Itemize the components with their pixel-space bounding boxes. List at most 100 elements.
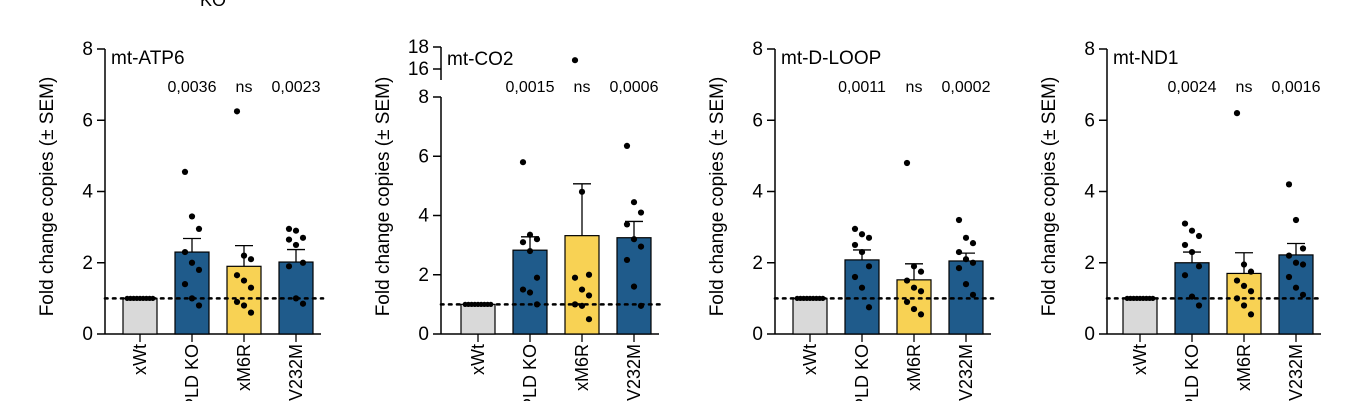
bar-xWt xyxy=(460,303,496,335)
data-point xyxy=(630,283,638,290)
data-point xyxy=(181,248,189,256)
bar-xWt xyxy=(122,297,158,335)
data-point xyxy=(865,304,873,311)
data-point xyxy=(188,213,196,220)
data-point xyxy=(903,159,911,167)
data-point xyxy=(1285,181,1293,188)
data-point xyxy=(571,274,579,281)
data-point xyxy=(1240,302,1248,309)
x-tick-label: xV232M xyxy=(624,344,644,401)
data-point xyxy=(917,311,925,318)
data-point xyxy=(623,256,631,264)
y-tick-label: 6 xyxy=(418,146,429,167)
chart-title: mt-D-LOOP xyxy=(781,48,881,69)
x-tick-label: PLD KO xyxy=(182,344,202,401)
x-tick-label: xWt xyxy=(468,344,488,375)
y-tick-label: 8 xyxy=(752,39,763,60)
bar-xM6R xyxy=(226,265,262,335)
y-tick-label: 4 xyxy=(82,182,93,203)
data-point xyxy=(1181,241,1189,249)
y-tick-label: 0 xyxy=(418,324,429,345)
data-point xyxy=(1240,282,1248,290)
chart-title: mt-ATP6 xyxy=(111,48,185,69)
data-point xyxy=(195,225,203,233)
data-point xyxy=(910,284,918,291)
data-point xyxy=(578,188,586,195)
data-point xyxy=(962,281,970,288)
data-point xyxy=(1181,220,1189,227)
y-tick-label: 18 xyxy=(408,37,429,58)
data-point xyxy=(571,301,579,308)
data-point xyxy=(292,241,300,249)
clipped-top-label: KO xyxy=(200,0,227,10)
bar-PLD KO xyxy=(844,259,880,335)
data-point xyxy=(1150,295,1156,301)
y-axis-label: Fold change copies (± SEM) xyxy=(707,77,728,317)
data-point xyxy=(585,292,593,299)
x-tick-label: xM6R xyxy=(572,344,592,391)
bar-xV232M xyxy=(1278,254,1314,335)
data-point xyxy=(865,263,873,270)
pvalue-label: ns xyxy=(1236,79,1253,96)
data-point xyxy=(247,309,255,316)
data-point xyxy=(623,221,631,228)
data-point xyxy=(962,234,970,241)
data-point xyxy=(1299,245,1307,252)
y-tick-label: 6 xyxy=(1084,110,1095,131)
data-point xyxy=(1292,259,1300,266)
data-point xyxy=(247,284,255,291)
data-point xyxy=(585,271,593,278)
data-point xyxy=(1188,227,1196,234)
data-point xyxy=(1285,252,1293,259)
data-point xyxy=(865,234,873,241)
pvalue-label: 0,0011 xyxy=(838,79,886,96)
x-tick-label: xV232M xyxy=(956,344,976,401)
data-point xyxy=(1247,311,1255,318)
y-tick-label: 16 xyxy=(408,59,429,80)
y-tick-label: 4 xyxy=(418,206,429,227)
y-axis-label: Fold change copies (± SEM) xyxy=(37,77,58,317)
data-point xyxy=(962,256,970,263)
data-point xyxy=(519,239,527,246)
data-point xyxy=(630,199,638,206)
data-point xyxy=(969,291,977,298)
data-point xyxy=(917,268,925,275)
data-point xyxy=(519,159,527,166)
data-point xyxy=(851,225,859,233)
pvalue-label: ns xyxy=(574,79,591,96)
data-point xyxy=(858,248,866,256)
data-point xyxy=(903,298,911,306)
data-point xyxy=(1299,261,1307,268)
x-tick-label: xWt xyxy=(130,344,150,375)
x-tick-label: xV232M xyxy=(286,344,306,401)
data-point xyxy=(1247,288,1255,295)
y-tick-label: 0 xyxy=(752,324,763,345)
chart-panel-mt-D-LOOP: Fold change copies (± SEM) 0 2 4 6 8 mt-D-LOOP… xyxy=(707,39,995,401)
data-point xyxy=(910,263,918,270)
data-point xyxy=(1292,284,1300,291)
data-point xyxy=(240,252,248,259)
y-tick-label: 2 xyxy=(82,253,93,274)
bar-xWt xyxy=(1122,297,1158,335)
data-point xyxy=(851,241,859,249)
pvalue-label: 0,0002 xyxy=(942,79,991,96)
y-tick-label: 4 xyxy=(1084,182,1095,203)
data-point xyxy=(233,108,241,115)
x-tick-label: xWt xyxy=(1130,344,1150,375)
pvalue-label: 0,0023 xyxy=(272,79,321,96)
x-tick-label: xM6R xyxy=(1234,344,1254,391)
data-point xyxy=(233,298,241,306)
x-tick-label: PLD KO xyxy=(520,344,540,401)
x-tick-label: xV232M xyxy=(1286,344,1306,401)
data-point xyxy=(578,286,586,293)
data-point xyxy=(969,259,977,266)
data-point xyxy=(1188,248,1196,256)
data-point xyxy=(585,316,593,323)
data-point xyxy=(637,209,645,216)
y-axis-label: Fold change copies (± SEM) xyxy=(373,77,394,317)
pvalue-label: ns xyxy=(906,79,923,96)
data-point xyxy=(519,286,527,293)
data-point xyxy=(637,243,645,250)
data-point xyxy=(533,236,541,243)
pvalue-label: 0,0024 xyxy=(1168,79,1217,96)
